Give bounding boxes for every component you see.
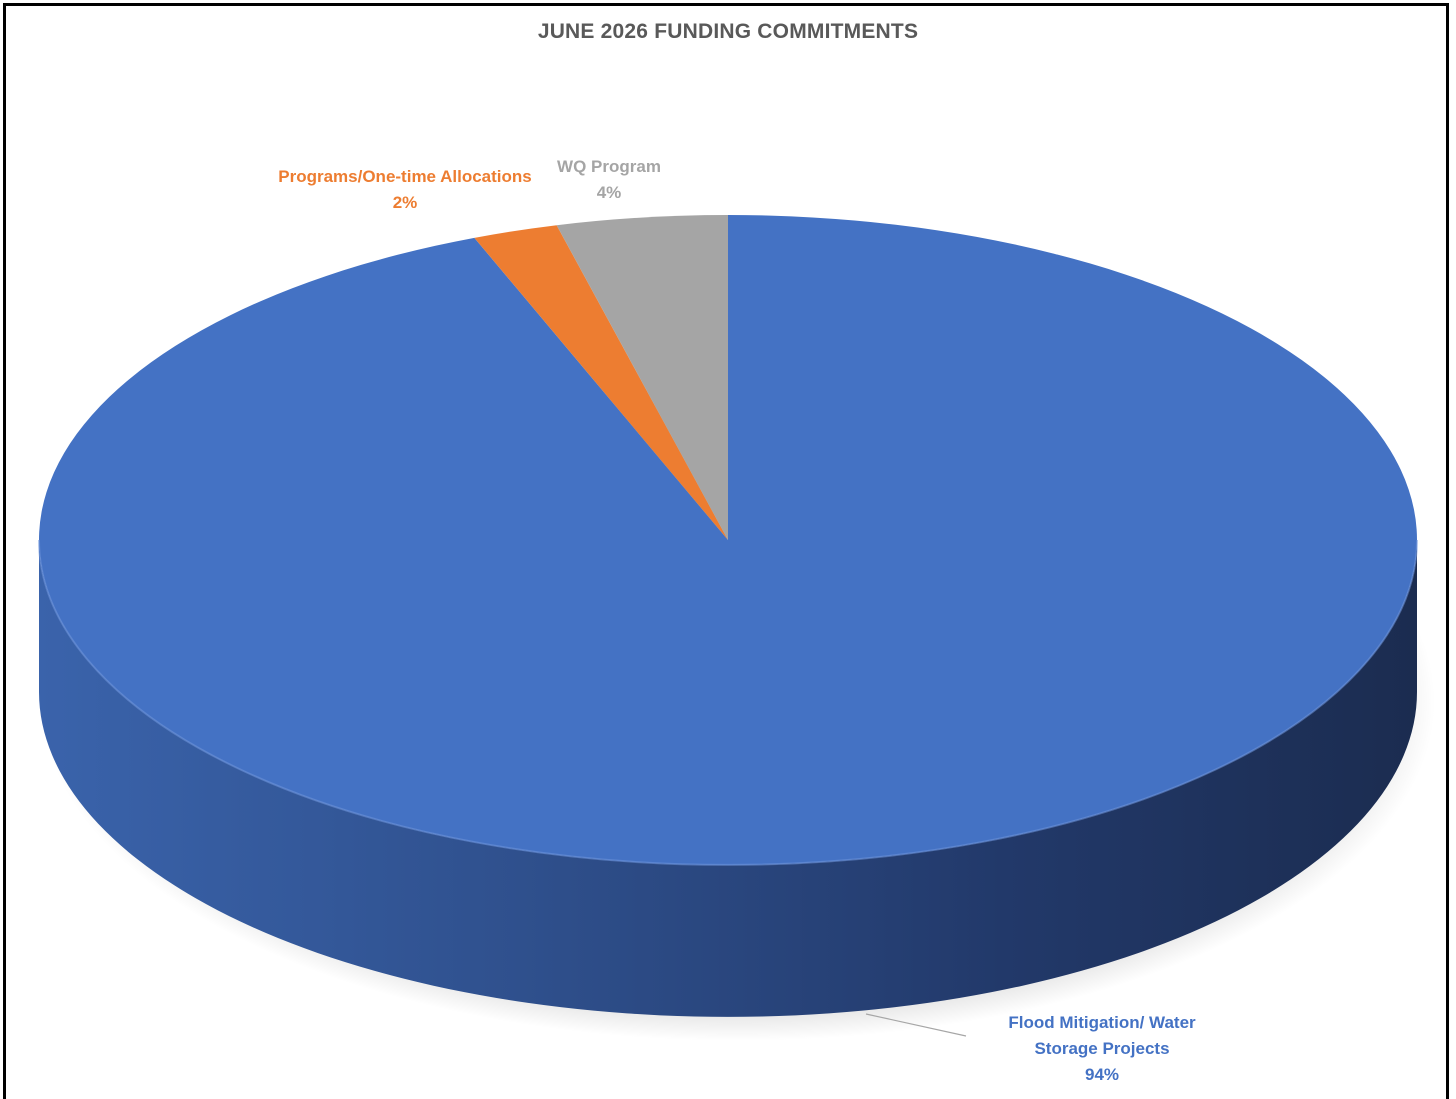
leader-line-flood-mitigation-water-storage-projects [865, 1013, 967, 1037]
pie-side-wall [39, 540, 1417, 1017]
pie-slice-wq-program [556, 215, 728, 540]
pie-slice-flood-mitigation-water-storage-projects [38, 215, 1418, 865]
data-label-name: Storage Projects [1034, 1039, 1169, 1058]
data-label-programs-one-time-allocations: Programs/One-time Allocations 2% [278, 167, 531, 212]
data-label-wq-program: WQ Program 4% [557, 157, 661, 202]
data-label-name: WQ Program [557, 157, 661, 176]
data-label-name: Flood Mitigation/ Water [1008, 1013, 1196, 1032]
data-label-percent: 4% [597, 183, 622, 202]
pie-slice-programs-one-time-allocations [474, 225, 728, 540]
data-label-name: Programs/One-time Allocations [278, 167, 531, 186]
chart-title: JUNE 2026 FUNDING COMMITMENTS [537, 20, 919, 43]
data-label-flood-mitigation-water-storage-projects: Flood Mitigation/ Water Storage Projects 9… [1008, 1013, 1196, 1084]
data-label-percent: 94% [1085, 1065, 1119, 1084]
data-label-percent: 2% [393, 193, 418, 212]
pie-rim-highlight [38, 539, 1418, 866]
